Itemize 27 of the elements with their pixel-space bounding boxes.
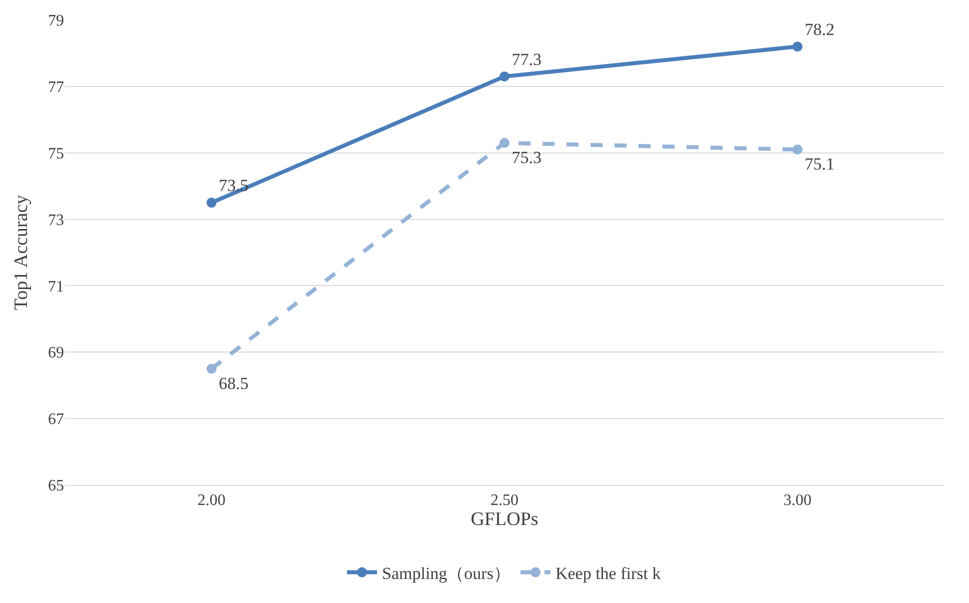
y-axis-title: Top1 Accuracy <box>10 194 32 310</box>
y-tick-label: 71 <box>48 278 64 296</box>
legend-label: Keep the first k <box>555 564 662 583</box>
x-tick-label: 3.00 <box>784 492 812 510</box>
point <box>206 364 216 374</box>
data-label: 77.3 <box>512 50 542 69</box>
data-label: 75.1 <box>804 154 834 174</box>
point <box>792 42 802 52</box>
data-label: 78.2 <box>804 20 834 40</box>
x-tick-label: 2.50 <box>490 492 518 510</box>
data-label: 75.3 <box>512 148 542 167</box>
y-tick-label: 77 <box>48 79 64 96</box>
point <box>792 144 802 155</box>
point <box>206 198 216 208</box>
y-tick-label: 69 <box>48 344 64 362</box>
y-tick-label: 65 <box>48 478 64 495</box>
x-axis-title: GFLOPs <box>470 509 538 530</box>
x-tick-label: 2.00 <box>198 492 226 510</box>
data-label: 73.5 <box>218 176 248 196</box>
y-tick-label: 75 <box>48 145 64 162</box>
y-tick-label: 79 <box>48 12 64 30</box>
y-tick-label: 67 <box>48 411 64 428</box>
point <box>500 71 510 82</box>
y-tick-label: 73 <box>48 212 64 229</box>
legend-label: Sampling（ours） <box>382 564 510 583</box>
data-label: 68.5 <box>218 374 248 393</box>
point <box>500 138 510 148</box>
